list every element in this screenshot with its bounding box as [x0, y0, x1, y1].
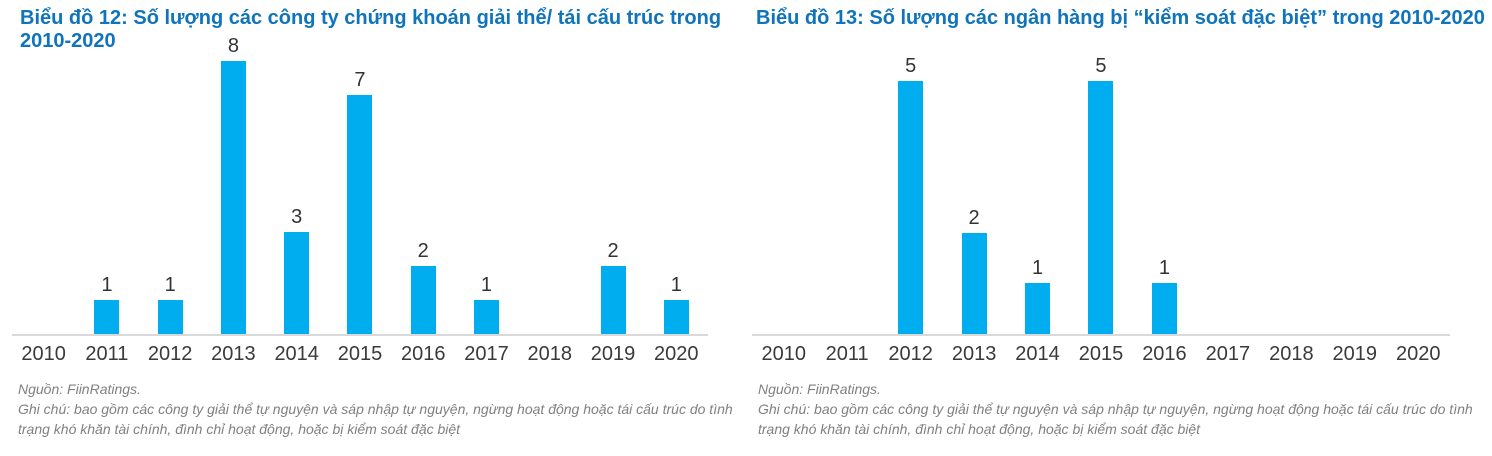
bar-value-label-2019: 2 [607, 239, 619, 262]
chart-13-x-axis-line [752, 334, 1450, 336]
bar-2020 [663, 299, 689, 334]
x-axis-label-2014: 2014 [274, 343, 319, 365]
bar-2013 [220, 61, 246, 334]
chart-12-x-axis-labels: 2010 2011 2012 2013 2014 2015 2016 2017 2018 2019… [12, 343, 708, 365]
bar-value-label-2015: 7 [354, 69, 366, 92]
x-axis-label-2015: 2015 [1078, 343, 1124, 365]
bar-2011 [94, 299, 120, 334]
bar-value-label-2013: 8 [227, 35, 239, 58]
x-axis-label-2017: 2017 [1205, 343, 1251, 365]
chart-12-note-text: Ghi chú: bao gồm các công ty giải thể tự… [18, 401, 733, 437]
x-axis-label-2011: 2011 [825, 343, 869, 365]
bar-column-2014: 3 [265, 34, 328, 334]
chart-13-plot-area: 5 2 1 5 1 [752, 34, 1450, 334]
bar-column-2013: 8 [202, 34, 265, 334]
bar-column-2019 [1323, 34, 1386, 334]
x-axis-label-2020: 2020 [1396, 343, 1441, 365]
bar-2012 [898, 81, 924, 334]
bar-value-label-2011: 1 [101, 273, 113, 296]
x-axis-label-2018: 2018 [527, 343, 573, 365]
bar-2016 [1151, 283, 1177, 334]
bar-value-label-2017: 1 [480, 273, 493, 296]
bar-value-label-2012: 1 [164, 273, 176, 296]
bar-column-2012: 1 [139, 34, 202, 334]
bar-column-2011 [815, 34, 878, 334]
bar-2014 [1025, 283, 1051, 334]
bar-column-2012: 5 [879, 34, 942, 334]
chart-12-x-axis-line [12, 334, 708, 336]
bar-column-2020: 1 [645, 34, 708, 334]
bar-column-2013: 2 [942, 34, 1005, 334]
bar-2012 [157, 299, 183, 334]
bar-column-2015: 5 [1069, 34, 1132, 334]
bar-column-2018 [518, 34, 581, 334]
x-axis-label-2016: 2016 [1142, 343, 1187, 365]
bar-2016 [410, 265, 436, 334]
bar-value-label-2012: 5 [905, 55, 917, 77]
bar-value-label-2014: 3 [291, 205, 303, 228]
bar-2014 [284, 231, 310, 334]
x-axis-label-2019: 2019 [1332, 343, 1378, 365]
chart-12-plot-area: 1 1 8 3 7 2 1 2 1 [12, 34, 708, 334]
x-axis-label-2013: 2013 [211, 343, 256, 365]
bar-value-label-2015: 5 [1095, 55, 1107, 77]
x-axis-label-2020: 2020 [654, 343, 699, 365]
chart-12-panel: Biểu đồ 12: Số lượng các công ty chứng k… [12, 0, 750, 456]
x-axis-label-2017: 2017 [464, 343, 509, 365]
bar-2019 [600, 265, 626, 334]
x-axis-label-2012: 2012 [147, 343, 193, 365]
chart-13-note-text: Ghi chú: bao gồm các công ty giải thể tự… [758, 401, 1473, 437]
bar-2013 [961, 232, 987, 334]
x-axis-label-2016: 2016 [400, 343, 446, 365]
x-axis-label-2013: 2013 [951, 343, 997, 365]
x-axis-label-2019: 2019 [590, 343, 636, 365]
chart-12-title: Biểu đồ 12: Số lượng các công ty chứng k… [20, 7, 722, 52]
bar-2015 [347, 95, 373, 334]
chart-13-x-axis-labels: 2010 2011 2012 2013 2014 2015 2016 2017 2018 2019… [752, 343, 1450, 365]
chart-13-title: Biểu đồ 13: Số lượng các ngân hàng bị “k… [756, 7, 1485, 29]
x-axis-label-2010: 2010 [21, 343, 66, 365]
bar-column-2017 [1196, 34, 1259, 334]
bar-2017 [473, 299, 499, 334]
bar-column-2016: 1 [1133, 34, 1196, 334]
bar-column-2016: 2 [392, 34, 455, 334]
x-axis-label-2018: 2018 [1269, 343, 1314, 365]
chart-13-panel: Biểu đồ 13: Số lượng các ngân hàng bị “k… [752, 0, 1492, 456]
bar-value-label-2014: 1 [1031, 257, 1044, 280]
x-axis-label-2015: 2015 [337, 343, 383, 365]
x-axis-label-2012: 2012 [888, 343, 933, 365]
chart-13-source-text: Nguồn: FiinRatings. [758, 381, 881, 397]
bar-value-label-2013: 2 [968, 206, 980, 229]
bar-column-2015: 7 [328, 34, 391, 334]
bar-value-label-2016: 1 [1158, 257, 1170, 280]
bar-column-2020 [1387, 34, 1450, 334]
bar-column-2017: 1 [455, 34, 518, 334]
bar-value-label-2016: 2 [417, 239, 429, 262]
bar-column-2011: 1 [75, 34, 138, 334]
bar-column-2014: 1 [1006, 34, 1069, 334]
bar-value-label-2020: 1 [670, 273, 682, 296]
x-axis-label-2010: 2010 [761, 343, 806, 365]
chart-12-source-text: Nguồn: FiinRatings. [18, 381, 141, 397]
bar-column-2010 [12, 34, 75, 334]
x-axis-label-2014: 2014 [1015, 343, 1060, 365]
bar-column-2010 [752, 34, 815, 334]
bar-column-2019: 2 [581, 34, 644, 334]
x-axis-label-2011: 2011 [85, 343, 129, 365]
bar-2015 [1088, 81, 1114, 334]
bar-column-2018 [1260, 34, 1323, 334]
